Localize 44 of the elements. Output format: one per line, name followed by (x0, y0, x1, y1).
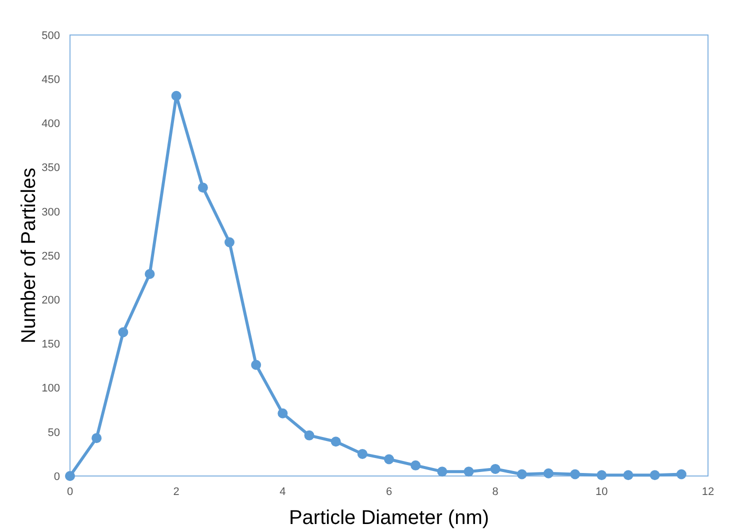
x-tick-label: 4 (280, 486, 286, 498)
y-tick-label: 500 (42, 30, 60, 42)
point (144, 269, 155, 280)
point (516, 469, 527, 480)
point (676, 469, 686, 480)
point (464, 466, 474, 477)
point (596, 470, 607, 480)
y-tick-label: 300 (42, 206, 60, 218)
y-tick-label: 250 (42, 250, 60, 262)
x-tick-label: 10 (596, 486, 608, 498)
point (437, 466, 448, 477)
point (251, 360, 262, 370)
point (490, 464, 500, 474)
point (357, 448, 368, 459)
x-tick-label: 8 (492, 486, 498, 498)
y-tick-label: 350 (42, 162, 60, 174)
y-tick-label: 50 (48, 426, 60, 439)
y-tick-label: 400 (42, 118, 60, 130)
y-tick-label: 200 (42, 294, 60, 306)
x-axis-title: Particle Diameter (nm) (288, 507, 490, 529)
y-tick-label: 100 (42, 382, 60, 395)
point (384, 454, 394, 464)
point (92, 433, 102, 444)
point (410, 460, 421, 470)
x-tick-label: 2 (173, 486, 180, 498)
y-tick-label: 450 (42, 74, 60, 86)
point (650, 470, 660, 480)
x-tick-label: 6 (386, 486, 392, 498)
x-tick-label: 12 (702, 486, 714, 498)
point (278, 408, 288, 418)
x-tick-label: 0 (66, 486, 74, 498)
point (330, 436, 341, 447)
point (118, 327, 128, 338)
y-axis-title: Number of Particles (18, 168, 40, 344)
y-tick-label: 0 (54, 470, 60, 483)
point (65, 471, 75, 481)
point (198, 182, 208, 193)
point (570, 469, 580, 480)
point (224, 237, 234, 248)
point (623, 470, 634, 480)
point (304, 430, 314, 440)
point (171, 90, 182, 101)
y-tick-label: 150 (42, 338, 60, 351)
point (544, 468, 554, 478)
